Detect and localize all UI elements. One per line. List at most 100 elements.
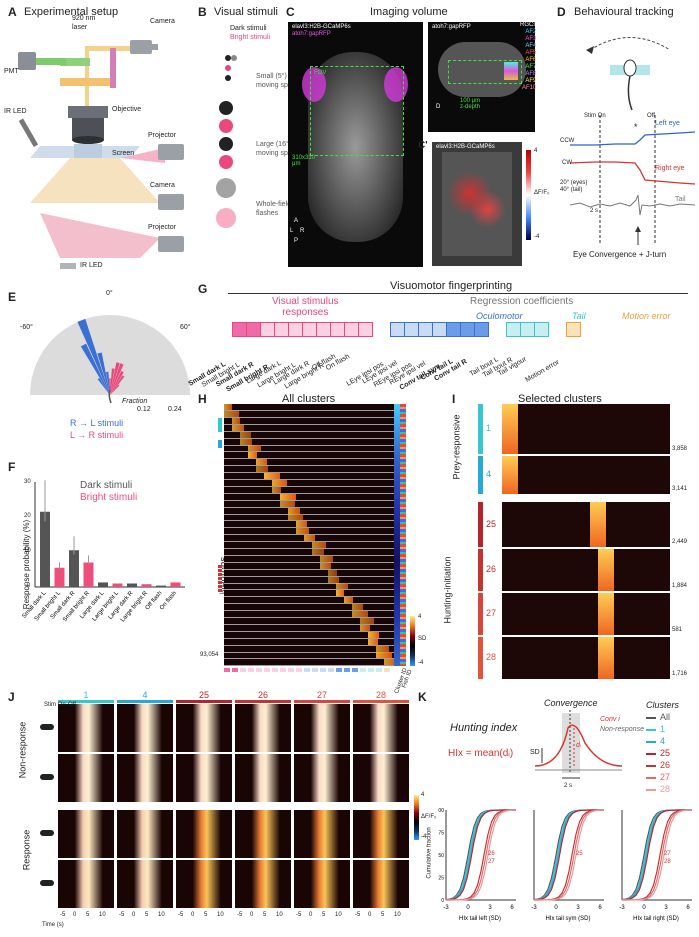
j-heatmap-cell (294, 704, 350, 752)
dark-stimuli-label: Dark stimuli (230, 25, 267, 32)
depth-label: 100 μm z-depth (460, 98, 481, 110)
legend-label: All (660, 712, 671, 722)
stimuli-icons (216, 55, 237, 228)
heatmap-band (288, 507, 300, 514)
cluster-separator (224, 437, 394, 439)
cluster-separator (224, 430, 394, 432)
j-cluster-header: 26 (235, 690, 291, 703)
j-cb-max: 4 (421, 792, 425, 798)
cdf-line (533, 809, 605, 901)
feature-cell (288, 322, 303, 337)
cluster-separator (224, 506, 394, 508)
panel-i-title: Selected clusters (518, 393, 602, 405)
heatmap-band (360, 624, 371, 631)
cluster-color-bar (478, 593, 483, 635)
heatmap-band (368, 638, 378, 645)
fish-icon (108, 389, 112, 404)
feature-cell (274, 322, 289, 337)
heatmap-band (344, 597, 354, 604)
cluster-separator (224, 665, 394, 666)
panel-h-title: All clusters (282, 393, 336, 405)
heatmap-band (232, 424, 245, 431)
j-xtick: 0 (309, 912, 313, 918)
polar-bar (110, 363, 124, 395)
g-feature-labels: Small dark L Small bright L Small dark R Sm… (188, 340, 699, 394)
cluster-separator (224, 534, 394, 535)
polar-background (30, 315, 190, 395)
heatmap-band (248, 445, 261, 452)
af-label: RGCs (520, 22, 537, 28)
bar-on-flash (170, 582, 181, 587)
k-scale-t: 2 s (564, 783, 573, 789)
stimulus-spot-icon (40, 724, 54, 730)
k-ytick: 0.75 (438, 831, 444, 837)
j-heatmap-cell (353, 860, 409, 908)
axis-l-label: L (290, 228, 294, 234)
legend-label: 26 (660, 760, 671, 770)
polar-bar (97, 352, 110, 395)
brain-image-lateral (428, 22, 535, 132)
g-sub-motion: Motion error (622, 311, 671, 321)
heatmap-band (296, 521, 308, 528)
polar-bar (110, 370, 124, 395)
j-heatmap-cell (353, 754, 409, 802)
h-cb-max: 4 (418, 614, 422, 620)
cluster-separator (224, 465, 394, 466)
legend-swatch (646, 752, 656, 755)
k-legend-item: 1 (646, 724, 665, 734)
j-heatmap-cell (294, 860, 350, 908)
k-annot: 27 (664, 851, 671, 857)
feature-cell (432, 322, 447, 337)
stim-on-label: Stim On (584, 113, 606, 119)
heatmap-band (272, 479, 287, 486)
legend-swatch (646, 728, 656, 731)
panel-label-b: B (198, 5, 207, 19)
h-feature-strip (224, 668, 394, 672)
j-heatmap-cell (176, 754, 232, 802)
feature-strip-cell (368, 668, 374, 672)
cluster-separator (224, 610, 394, 611)
cluster-separator (224, 644, 394, 646)
small-dark-spot-icon (225, 55, 237, 61)
feature-cell (506, 322, 521, 337)
cluster-separator (224, 416, 394, 418)
j-xtick: 10 (394, 912, 401, 918)
polar-bar (105, 371, 110, 395)
j-xtick: -5 (119, 912, 125, 918)
axis-r-label: R (300, 228, 305, 234)
heatmap-band (598, 593, 606, 635)
e-tick-0: 0° (106, 290, 113, 297)
camera1-shape (130, 40, 152, 54)
j-heatmap-cell (235, 704, 291, 752)
af-label: AF3 (525, 36, 537, 42)
heatmap-band (384, 659, 394, 666)
cluster-separator (224, 499, 394, 501)
k-ytick: 0.25 (438, 876, 444, 882)
heatmap-band (280, 493, 296, 500)
cluster-heatmap (502, 502, 670, 547)
k-conv: Convergence (544, 698, 598, 708)
cluster-separator (224, 554, 394, 556)
k-legend-item: 26 (646, 760, 670, 770)
k-xtick: 0 (554, 905, 558, 911)
heatmap-band (328, 569, 338, 576)
hunting-index-trace (534, 710, 623, 779)
k-legend: All 1 4 25 26 27 28 (646, 712, 696, 802)
g-feature-cells (232, 322, 699, 337)
j-cb-min: -4 (421, 834, 427, 840)
j-xtick: 5 (263, 912, 267, 918)
heatmap-band (352, 611, 368, 617)
cluster-id-label: 28 (486, 652, 497, 662)
polar-bar (109, 378, 111, 395)
projector2-label: Projector (148, 224, 177, 231)
panel-label-f: F (8, 460, 16, 474)
j-heatmap-cell (58, 754, 114, 802)
i-group-bottom: Hunting-initiation (442, 556, 453, 624)
feature-strip-cell (288, 668, 294, 672)
polar-bar (110, 384, 120, 395)
polar-histogram (30, 315, 190, 404)
g-sub-oculo: Oculomotor (476, 311, 523, 321)
heatmap-band (232, 417, 241, 424)
cluster-separator (224, 630, 394, 632)
